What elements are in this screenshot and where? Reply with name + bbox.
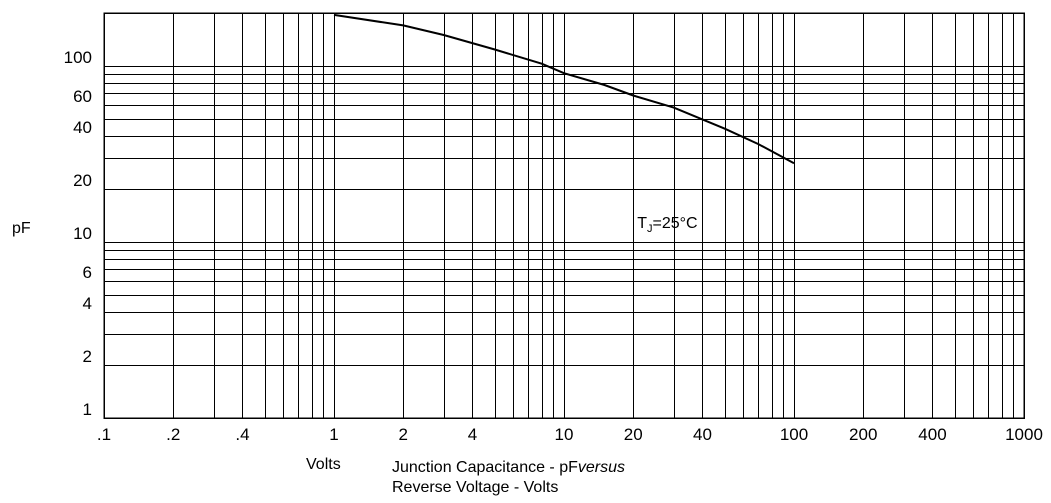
caption-versus: versus	[577, 459, 625, 476]
y-tick-label: 40	[73, 118, 92, 137]
x-tick-label: 10	[555, 425, 574, 444]
x-tick-label: .1	[97, 425, 111, 444]
x-tick-labels: .1 .2 .4 1 2 4 10 20 40 100 200 400 1000	[97, 425, 1043, 444]
x-tick-label: 40	[693, 425, 712, 444]
y-tick-label: 1	[83, 400, 92, 419]
y-tick-label: 60	[73, 87, 92, 106]
y-tick-label: 100	[64, 48, 92, 67]
x-tick-label: 1	[329, 425, 338, 444]
temperature-annotation: TJ=25°C	[637, 215, 697, 235]
caption-line-2: Reverse Voltage - Volts	[392, 479, 559, 496]
y-tick-labels: 1 2 4 6 10 20 40 60 100	[64, 48, 92, 419]
annotation-main: T	[637, 215, 647, 232]
annotation-rest: =25°C	[653, 215, 698, 232]
x-axis-label: Volts	[306, 456, 341, 473]
x-tick-label: 200	[849, 425, 877, 444]
y-tick-label: 6	[83, 263, 92, 282]
x-tick-label: 1000	[1005, 425, 1043, 444]
x-tick-label: .2	[166, 425, 180, 444]
caption-title: Junction Capacitance - pF	[392, 459, 578, 476]
y-tick-label: 2	[83, 347, 92, 366]
chart-caption: Junction Capacitance - pFversus Reverse …	[392, 458, 792, 498]
capacitance-curve	[333, 13, 795, 165]
y-axis-label: pF	[12, 220, 31, 237]
y-tick-label: 4	[83, 294, 92, 313]
plot-frame	[103, 12, 1025, 419]
y-tick-label: 20	[73, 171, 92, 190]
caption-line-1: Junction Capacitance - pFversus	[392, 458, 792, 478]
x-tick-label: 100	[780, 425, 808, 444]
x-tick-label: 20	[624, 425, 643, 444]
x-tick-label: 2	[399, 425, 408, 444]
x-tick-label: 4	[468, 425, 477, 444]
x-tick-label: .4	[235, 425, 249, 444]
y-tick-label: 10	[73, 224, 92, 243]
annotation-subscript: J	[647, 223, 653, 235]
x-tick-label: 400	[918, 425, 946, 444]
